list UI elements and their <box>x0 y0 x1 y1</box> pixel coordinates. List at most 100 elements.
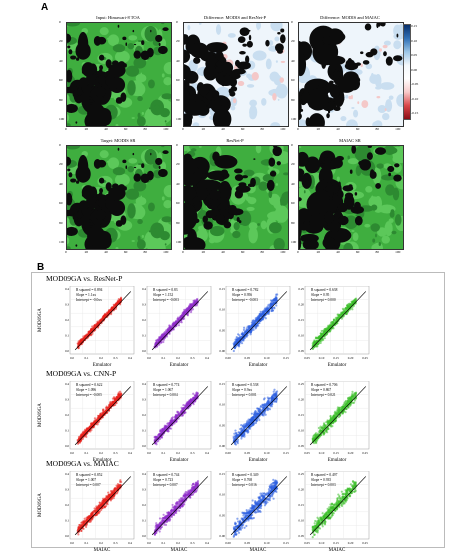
map-blob <box>87 103 105 123</box>
map-blob <box>100 27 109 35</box>
x-tick-label: 0.20 <box>348 451 354 455</box>
scatter-point <box>258 408 260 410</box>
map-blob <box>98 198 106 207</box>
map-blob <box>124 63 127 67</box>
map-blob <box>209 190 220 201</box>
map-blob <box>79 200 89 211</box>
scatter-point <box>251 413 253 415</box>
stat-text: Slope = 0.9xx <box>232 388 252 392</box>
map-svg <box>184 23 288 126</box>
map-blob <box>75 121 77 123</box>
x-tick-label: 0.3 <box>191 451 195 455</box>
stat-text: Intercept = -0.003 <box>153 298 179 302</box>
scatter-point <box>260 313 262 315</box>
map-blob <box>269 158 276 167</box>
map-blob <box>128 35 137 41</box>
map-blob <box>392 231 397 235</box>
scatter-point <box>95 419 97 421</box>
map-blob <box>370 171 377 179</box>
x-axis-label: Emulator <box>305 458 369 463</box>
map-blob <box>329 68 335 73</box>
map-blob <box>218 177 225 182</box>
scatter-point <box>107 492 109 494</box>
map-image <box>183 145 289 250</box>
scatter-point <box>181 407 183 409</box>
scatter-point <box>316 440 318 442</box>
map-blob <box>162 150 168 154</box>
map-blob <box>155 158 162 165</box>
map-blob <box>395 214 402 226</box>
scatter-point <box>241 333 243 335</box>
row-y-label: MOD09GA <box>38 493 43 517</box>
map-svg <box>299 23 403 126</box>
map-x-tick: 20 <box>202 250 206 254</box>
scatter-point <box>273 391 275 393</box>
map-title: Input: Himawari-8 TOA <box>66 15 170 20</box>
map-blob <box>382 236 390 244</box>
stat-text: Slope = 1.067 <box>153 388 173 392</box>
scatter-point <box>91 325 93 327</box>
scatter-point <box>323 422 325 424</box>
map-blob <box>355 87 358 89</box>
x-tick-label: 0.0 <box>147 356 151 360</box>
scatter-point <box>339 409 341 411</box>
scatter-point <box>238 334 240 336</box>
scatter-point <box>317 343 319 345</box>
map-blob <box>379 242 381 246</box>
scatter-point <box>103 315 105 317</box>
map-blob <box>75 244 77 246</box>
map-blob <box>275 43 284 52</box>
scatter-point <box>350 396 352 398</box>
map-image <box>66 22 172 127</box>
map-x-tick: 80 <box>260 250 264 254</box>
map-blob <box>382 113 389 120</box>
scatter-point <box>327 428 329 430</box>
x-tick-label: 0.10 <box>319 356 325 360</box>
map-blob <box>337 76 356 93</box>
map-blob <box>375 147 386 155</box>
map-blob <box>87 226 105 246</box>
scatter-point <box>351 393 353 395</box>
map-blob <box>238 182 246 187</box>
map-blob <box>212 151 220 161</box>
scatter-point <box>339 314 341 316</box>
map-blob <box>125 42 127 46</box>
scatter-point <box>319 335 321 337</box>
y-tick-label: 0.1 <box>65 334 69 338</box>
map-blob <box>240 27 250 36</box>
map-x-tick: 80 <box>260 127 264 131</box>
map-blob <box>141 40 144 45</box>
map-blob <box>148 203 155 212</box>
map-blob <box>337 177 340 182</box>
map-y-tick: 40 <box>176 59 180 63</box>
map-blob <box>109 77 125 93</box>
map-blob <box>99 65 103 70</box>
y-tick-label: 0.15 <box>219 287 225 291</box>
map-blob <box>78 32 89 58</box>
x-tick-label: 0.1 <box>85 451 89 455</box>
map-blob <box>133 153 135 155</box>
x-tick-label: 0.25 <box>362 451 368 455</box>
row-title: MOD09GA vs. ResNet-P <box>46 274 122 283</box>
map-blob <box>249 35 251 41</box>
x-tick-label: 0.1 <box>162 451 166 455</box>
scatter-point <box>233 350 235 352</box>
map-blob <box>211 100 215 104</box>
scatter-point <box>331 425 333 427</box>
map-blob <box>323 237 336 249</box>
x-tick-label: 0.1 <box>85 356 89 360</box>
scatter-point <box>106 407 108 409</box>
scatter-point <box>80 339 82 341</box>
map-blob <box>124 186 127 190</box>
map-y-tick: 60 <box>176 201 180 205</box>
map-blob <box>246 74 251 78</box>
map-x-tick: 0 <box>297 250 299 254</box>
map-blob <box>134 44 136 45</box>
map-blob <box>67 45 70 48</box>
scatter-point <box>114 404 116 406</box>
map-blob <box>376 96 380 98</box>
scatter-point <box>104 506 106 508</box>
scatter-point <box>349 405 351 407</box>
